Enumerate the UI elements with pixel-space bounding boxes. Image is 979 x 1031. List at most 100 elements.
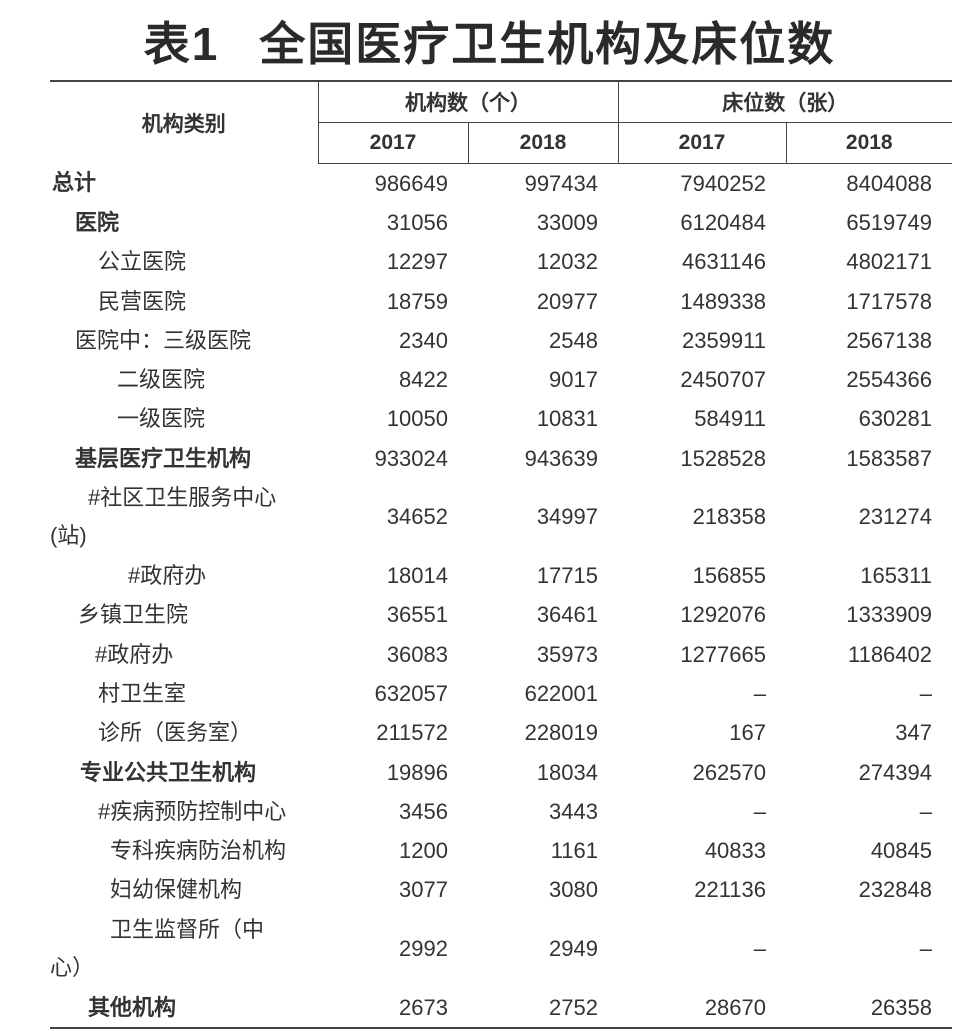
cell-value: 18014 — [386, 563, 448, 589]
row-label: 总计 — [52, 170, 97, 196]
row-label: 专科疾病防治机构 — [110, 838, 287, 864]
row-label: 基层医疗卫生机构 — [75, 445, 252, 471]
cell-value: 9017 — [549, 367, 598, 393]
header-row-groups: 机构类别 机构数（个） 床位数（张） — [50, 80, 952, 164]
cell-value: 34652 — [386, 504, 448, 530]
row-label: 二级医院 — [117, 367, 206, 393]
row-label: 专业公共卫生机构 — [80, 759, 257, 785]
cell-value: 211572 — [376, 720, 448, 746]
table-body: 总计 986649 997434 7940252 8404088 医院 31056 33009… — [50, 164, 952, 1030]
cell-value: 228019 — [524, 720, 598, 746]
cell-value: 1528528 — [680, 445, 766, 471]
cell-value: 1333909 — [846, 602, 932, 628]
cell-value: 1292076 — [680, 602, 766, 628]
page-title: 表1 全国医疗卫生机构及床位数 — [0, 8, 979, 74]
cell-value: 35973 — [536, 641, 598, 667]
header-row-years: 2017 2018 2017 2018 — [50, 122, 952, 164]
cell-value: 3080 — [549, 877, 598, 903]
cell-value: 943639 — [524, 445, 598, 471]
table-row: #疾病预防控制中心 3456 3443 – – — [50, 792, 952, 831]
table-row: #政府办 36083 35973 1277665 1186402 — [50, 635, 952, 674]
cell-value: 8422 — [399, 367, 448, 393]
cell-value: 6120484 — [680, 209, 766, 235]
row-label: #疾病预防控制中心 — [98, 798, 287, 824]
cell-value: 1186402 — [847, 641, 932, 667]
cell-value: 2548 — [549, 327, 598, 353]
cell-value: 3077 — [399, 877, 448, 903]
table-row: 专业公共卫生机构 19896 18034 262570 274394 — [50, 753, 952, 792]
cell-value: 231274 — [858, 504, 932, 530]
header-year: 2018 — [467, 122, 618, 164]
table-row: 医院中：三级医院 2340 2548 2359911 2567138 — [50, 321, 952, 360]
table-row: 诊所（医务室） 211572 228019 167 347 — [50, 714, 952, 753]
row-label: 医院中：三级医院 — [75, 327, 252, 353]
cell-value: 262570 — [692, 759, 766, 785]
cell-value: 10050 — [386, 406, 448, 432]
cell-value: 12032 — [536, 249, 598, 275]
row-label: #政府办 — [128, 563, 207, 589]
cell-value: 347 — [895, 720, 932, 746]
cell-value: 997434 — [524, 170, 598, 196]
cell-value: – — [753, 798, 766, 824]
table-row: 民营医院 18759 20977 1489338 1717578 — [50, 282, 952, 321]
cell-value: 4631146 — [681, 249, 766, 275]
cell-value: 1277665 — [680, 641, 766, 667]
cell-value: 2567138 — [846, 327, 932, 353]
table-row: #政府办 18014 17715 156855 165311 — [50, 556, 952, 595]
cell-value: – — [919, 798, 932, 824]
cell-value: 986649 — [374, 170, 448, 196]
row-label: 卫生监督所（中心） — [50, 917, 265, 981]
row-label: 民营医院 — [98, 288, 187, 314]
cell-value: 18034 — [536, 759, 598, 785]
cell-value: 2359911 — [681, 327, 766, 353]
cell-value: 165311 — [860, 563, 932, 589]
cell-value: 8404088 — [846, 170, 932, 196]
cell-value: 1583587 — [846, 445, 932, 471]
cell-value: 156855 — [692, 563, 766, 589]
cell-value: – — [919, 680, 932, 706]
header-beds: 床位数（张） — [617, 80, 952, 123]
table-title: 全国医疗卫生机构及床位数 — [259, 18, 836, 70]
cell-value: 2450707 — [680, 367, 766, 393]
header-year: 2017 — [317, 122, 468, 164]
cell-value: 1489338 — [680, 288, 766, 314]
table-row: 基层医疗卫生机构 933024 943639 1528528 1583587 — [50, 439, 952, 478]
cell-value: 7940252 — [680, 170, 766, 196]
table-row: 公立医院 12297 12032 4631146 4802171 — [50, 243, 952, 282]
table-row: 村卫生室 632057 622001 – – — [50, 674, 952, 713]
table-row: 专科疾病防治机构 1200 1161 40833 40845 — [50, 831, 952, 870]
row-label: 妇幼保健机构 — [110, 877, 243, 903]
row-label: 乡镇卫生院 — [78, 602, 189, 628]
cell-value: 632057 — [374, 680, 448, 706]
cell-value: 6519749 — [846, 209, 932, 235]
table-row: 妇幼保健机构 3077 3080 221136 232848 — [50, 871, 952, 910]
cell-value: 218358 — [692, 504, 766, 530]
cell-value: 3443 — [549, 798, 598, 824]
table-row: 卫生监督所（中心） 2992 2949 – – — [50, 910, 952, 988]
cell-value: 33009 — [536, 209, 598, 235]
header-year: 2018 — [785, 122, 952, 164]
row-label: 诊所（医务室） — [98, 720, 253, 746]
cell-value: 12297 — [386, 249, 448, 275]
cell-value: 2554366 — [846, 367, 932, 393]
header-year: 2017 — [617, 122, 786, 164]
cell-value: 19896 — [386, 759, 448, 785]
row-label: 一级医院 — [117, 406, 206, 432]
table-row: 其他机构 2673 2752 28670 26358 — [50, 988, 952, 1030]
cell-value: – — [753, 936, 766, 962]
table-row: 总计 986649 997434 7940252 8404088 — [50, 164, 952, 204]
cell-value: 40845 — [870, 838, 932, 864]
table-row: #社区卫生服务中心(站) 34652 34997 218358 231274 — [50, 478, 952, 556]
cell-value: 26358 — [786, 988, 952, 1030]
cell-value: 34997 — [536, 504, 598, 530]
cell-value: 2752 — [468, 988, 618, 1030]
row-label: #社区卫生服务中心(站) — [50, 485, 277, 549]
cell-value: 630281 — [858, 406, 932, 432]
table-number: 表1 — [143, 18, 220, 70]
table-row: 医院 31056 33009 6120484 6519749 — [50, 203, 952, 242]
row-label: 其他机构 — [50, 988, 318, 1030]
cell-value: 36083 — [386, 641, 448, 667]
table-row: 二级医院 8422 9017 2450707 2554366 — [50, 360, 952, 399]
cell-value: 28670 — [618, 988, 786, 1030]
cell-value: 1161 — [550, 838, 598, 864]
